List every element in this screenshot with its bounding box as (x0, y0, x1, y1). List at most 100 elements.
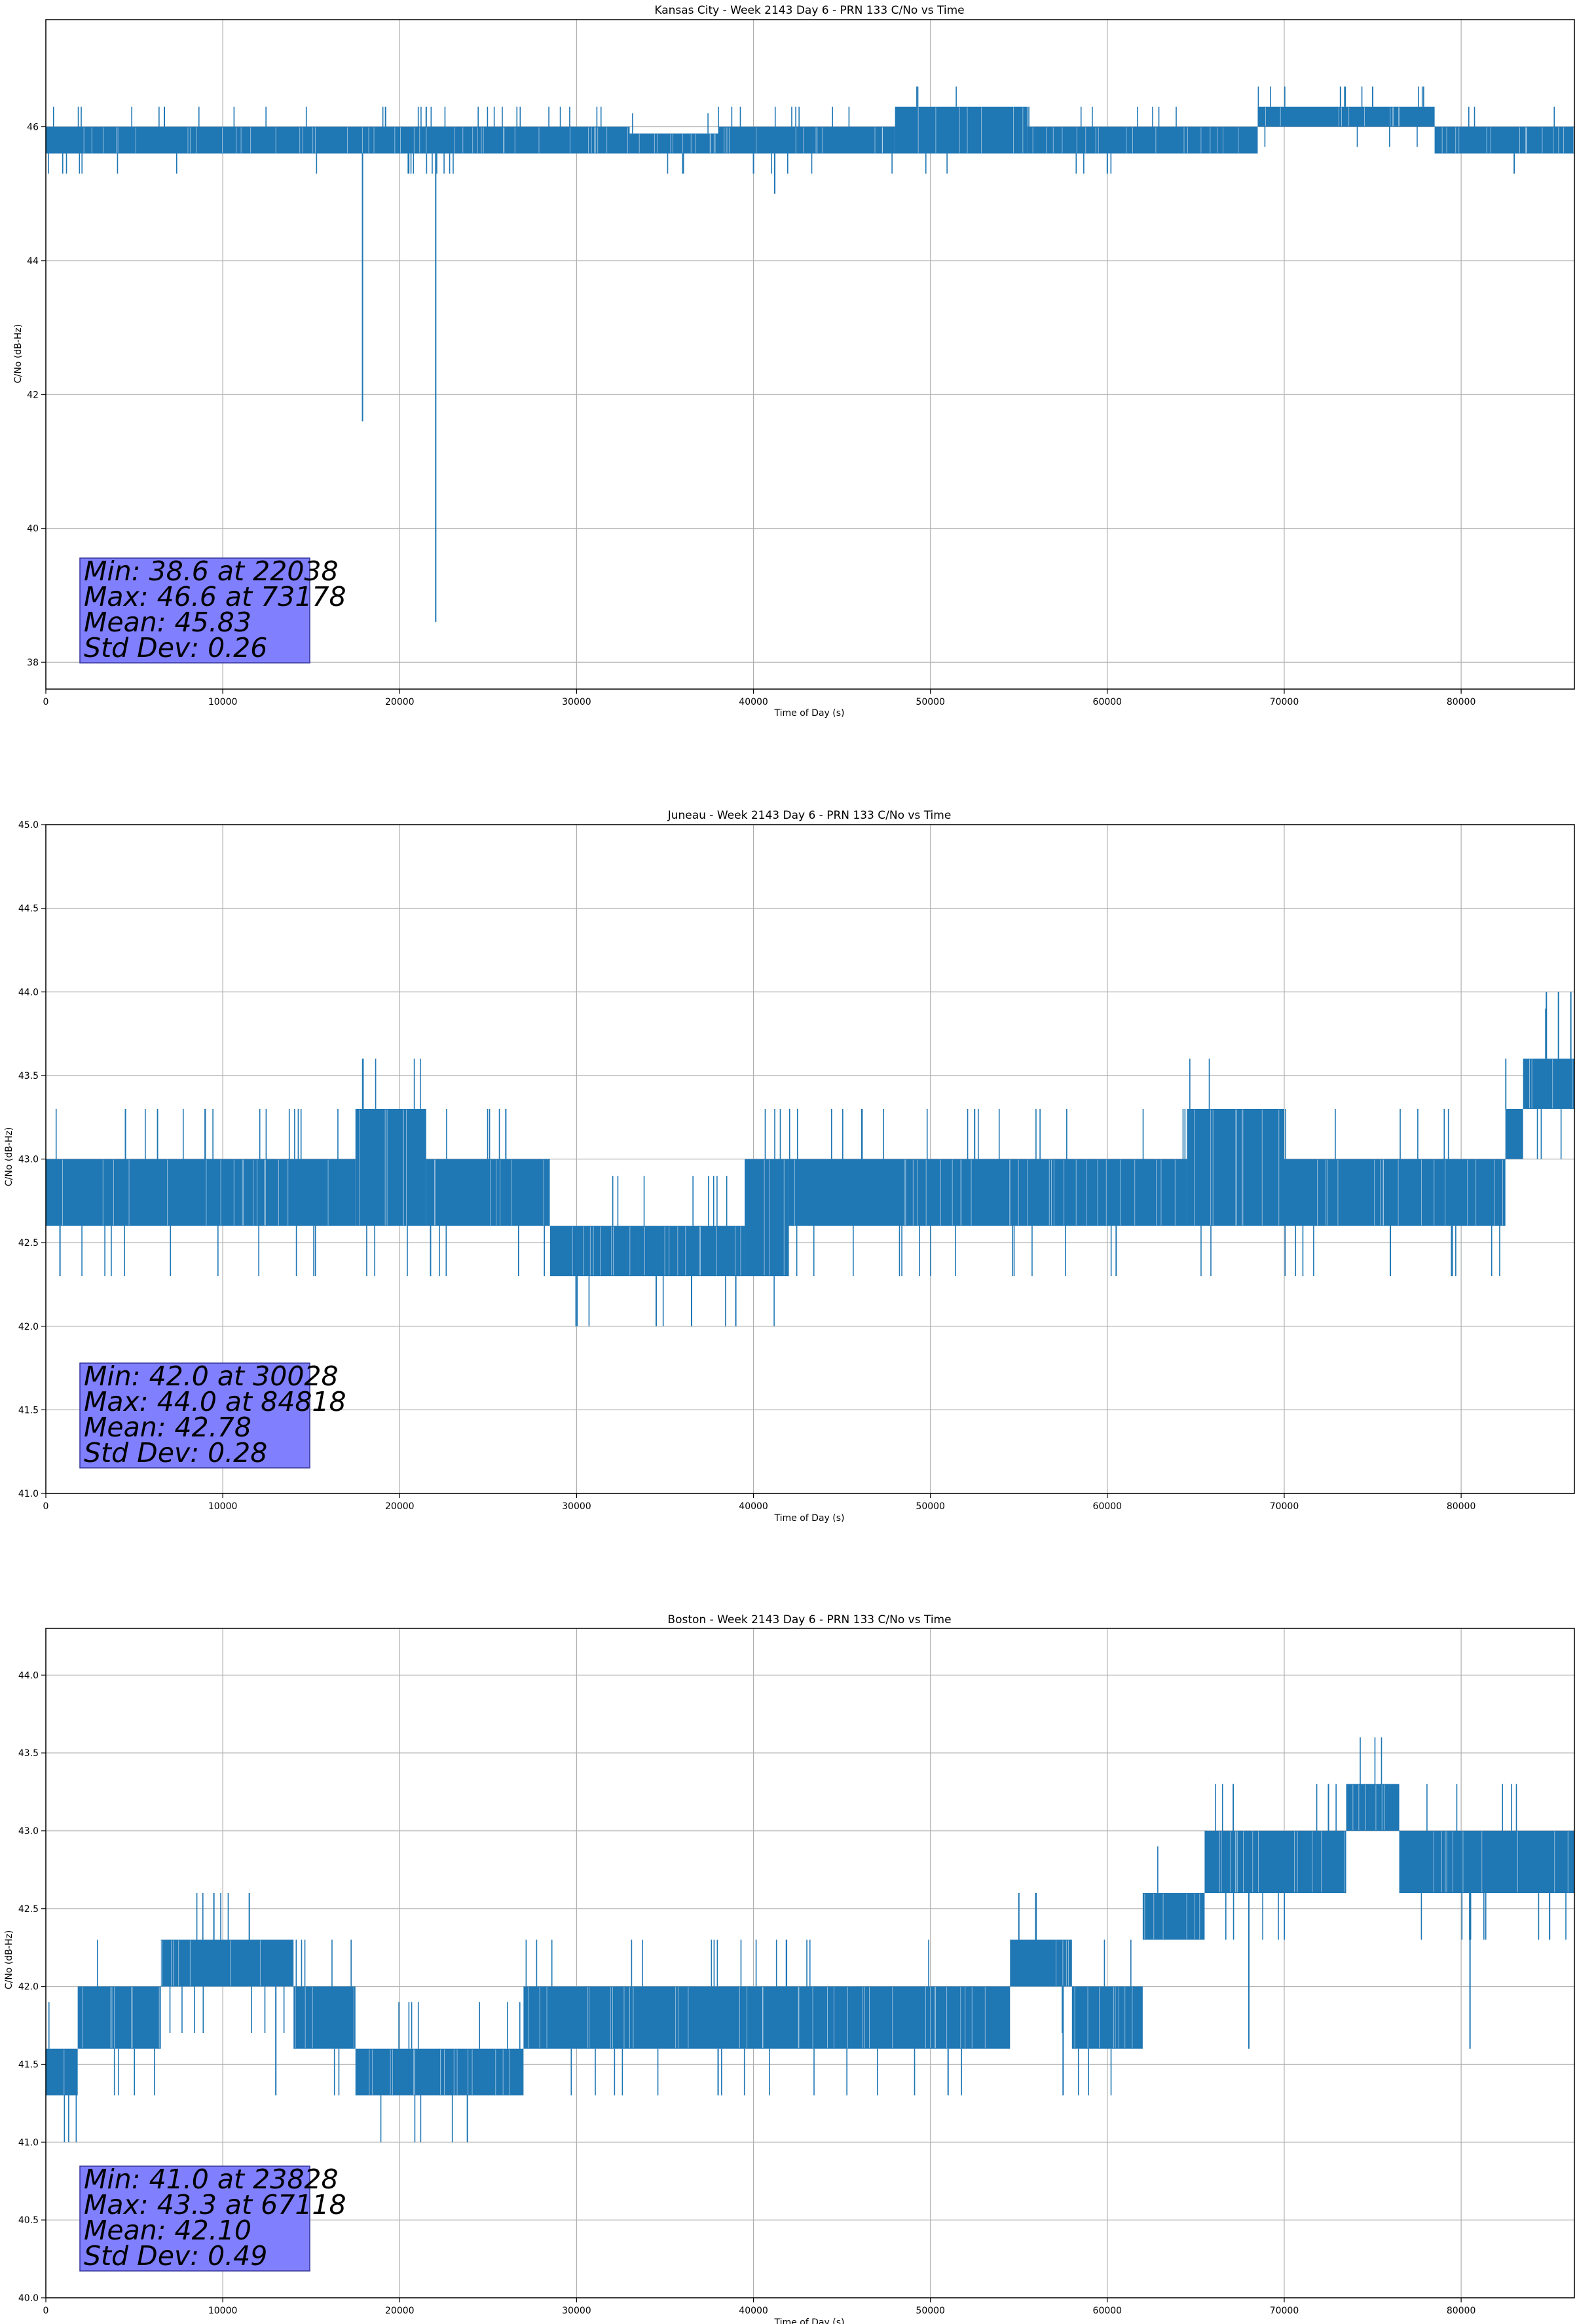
y-tick-label: 42.0 (18, 1322, 39, 1332)
stats-max: Max: 46.6 at 73178 (84, 581, 346, 612)
y-tick-label: 43.0 (18, 1826, 39, 1837)
x-tick-label: 20000 (385, 697, 415, 707)
series-band (1204, 1830, 1346, 1894)
series-band (160, 1940, 294, 1987)
x-tick-label: 60000 (1093, 1501, 1122, 1512)
series-line (46, 992, 1574, 1326)
stats-mean: Mean: 45.83 (84, 607, 251, 638)
series-band (46, 1159, 356, 1226)
x-tick-label: 20000 (385, 2306, 415, 2316)
series-noise (55, 1008, 1573, 1326)
series-band (1505, 1108, 1523, 1159)
x-tick-label: 10000 (208, 1501, 238, 1512)
y-tick-label: 43.5 (18, 1748, 39, 1759)
series-band (895, 106, 1028, 154)
y-axis-ticks: 41.0 41.5 42.0 42.5 43.0 43.5 44.0 44.5 45.0 (18, 820, 46, 1499)
stats-mean: Mean: 42.78 (84, 1412, 251, 1443)
y-tick-label: 44.0 (18, 1670, 39, 1681)
series-band (629, 133, 718, 154)
y-axis-label: C/No (dB-Hz) (4, 1930, 14, 1989)
y-tick-label: 44.0 (18, 987, 39, 998)
y-tick-label: 41.0 (18, 1489, 39, 1499)
x-axis-ticks: 0 10000 20000 30000 40000 50000 60000 70000 8000… (43, 689, 1476, 707)
x-tick-label: 50000 (916, 2306, 945, 2316)
x-tick-label: 50000 (916, 697, 945, 707)
stats-min: Min: 38.6 at 22038 (84, 555, 339, 587)
series-band (523, 1986, 1011, 2049)
y-tick-label: 46 (27, 122, 39, 133)
y-axis-label: C/No (dB-Hz) (4, 1127, 14, 1186)
series-band (1028, 126, 1258, 154)
x-tick-label: 80000 (1447, 2306, 1476, 2316)
y-axis-label: C/No (dB-Hz) (13, 324, 24, 383)
series-band (1071, 1986, 1143, 2049)
y-tick-label: 41.5 (18, 2059, 39, 2070)
series-band (1284, 1159, 1506, 1226)
stats-max: Max: 44.0 at 84818 (84, 1386, 346, 1417)
series-band (745, 1159, 789, 1277)
series-band (1010, 1940, 1072, 1987)
series-band (1257, 106, 1435, 127)
y-tick-label: 38 (27, 658, 39, 668)
series-band (293, 1986, 356, 2049)
x-tick-label: 30000 (562, 2306, 591, 2316)
series-band (46, 2048, 78, 2096)
y-tick-label: 40 (27, 524, 39, 534)
stats-std: Std Dev: 0.26 (84, 632, 267, 664)
x-tick-label: 10000 (208, 2306, 238, 2316)
y-tick-label: 40.5 (18, 2215, 39, 2226)
stats-mean: Mean: 42.10 (84, 2215, 251, 2246)
series-noise (48, 1737, 1568, 2143)
x-tick-label: 80000 (1447, 697, 1476, 707)
chart-title: Juneau - Week 2143 Day 6 - PRN 133 C/No … (667, 809, 952, 822)
y-axis-ticks: 38 40 42 44 46 (27, 122, 46, 668)
x-axis-label: Time of Day (s) (774, 2317, 845, 2324)
series-spikes (213, 1784, 1551, 2143)
x-tick-label: 60000 (1093, 2306, 1122, 2316)
series-band (1434, 126, 1574, 154)
series-noise (48, 86, 1574, 174)
series-band (1399, 1830, 1574, 1894)
y-tick-label: 42.5 (18, 1904, 39, 1915)
series-band (718, 126, 895, 154)
series-band (549, 1226, 639, 1277)
series-band (77, 1986, 161, 2049)
series-band (46, 126, 630, 154)
x-tick-label: 70000 (1270, 2306, 1299, 2316)
x-axis-ticks: 0 10000 20000 30000 40000 50000 60000 70000 8000… (43, 1493, 1475, 1512)
y-tick-label: 43.5 (18, 1071, 39, 1081)
chart-boston: Boston - Week 2143 Day 6 - PRN 133 C/No … (4, 1613, 1575, 2324)
stats-box: Min: 38.6 at 22038 Max: 46.6 at 73178 Me… (79, 555, 346, 664)
x-tick-label: 50000 (916, 1501, 945, 1512)
y-tick-label: 42.5 (18, 1238, 39, 1248)
series-band (355, 2048, 524, 2096)
chart-juneau: Juneau - Week 2143 Day 6 - PRN 133 C/No … (4, 809, 1575, 1524)
x-tick-label: 60000 (1093, 697, 1122, 707)
plot-frame (45, 1628, 1575, 2298)
stats-box: Min: 41.0 at 23828 Max: 43.3 at 67118 Me… (79, 2164, 346, 2272)
chart-title: Boston - Week 2143 Day 6 - PRN 133 C/No … (667, 1613, 951, 1626)
x-tick-label: 0 (43, 697, 49, 707)
y-tick-label: 41.5 (18, 1405, 39, 1415)
stats-box: Min: 42.0 at 30028 Max: 44.0 at 84818 Me… (79, 1360, 346, 1469)
series-bands (46, 1059, 1574, 1277)
y-tick-label: 43.0 (18, 1155, 39, 1165)
series-line (46, 1737, 1574, 2143)
series-band (1346, 1784, 1400, 1831)
x-tick-label: 40000 (739, 697, 768, 707)
x-axis-ticks: 0 10000 20000 30000 40000 50000 60000 70000 8000… (43, 2298, 1476, 2316)
stats-max: Max: 43.3 at 67118 (84, 2189, 346, 2221)
stats-min: Min: 42.0 at 30028 (84, 1360, 339, 1392)
series-spikes (163, 86, 1515, 622)
y-axis-ticks: 40.0 40.5 41.0 41.5 42.0 42.5 43.0 43.5 44.0 (18, 1670, 46, 2304)
x-tick-label: 40000 (739, 2306, 768, 2316)
series-band (426, 1159, 550, 1226)
y-tick-label: 44 (27, 256, 39, 267)
series-bands (46, 1784, 1574, 2096)
stats-min: Min: 41.0 at 23828 (84, 2164, 339, 2195)
stats-std: Std Dev: 0.49 (84, 2240, 267, 2272)
chart-kansas-city: Kansas City - Week 2143 Day 6 - PRN 133 … (13, 4, 1575, 719)
stats-box-background (79, 1362, 310, 1469)
x-axis-label: Time of Day (s) (774, 1513, 845, 1524)
x-tick-label: 10000 (208, 697, 238, 707)
